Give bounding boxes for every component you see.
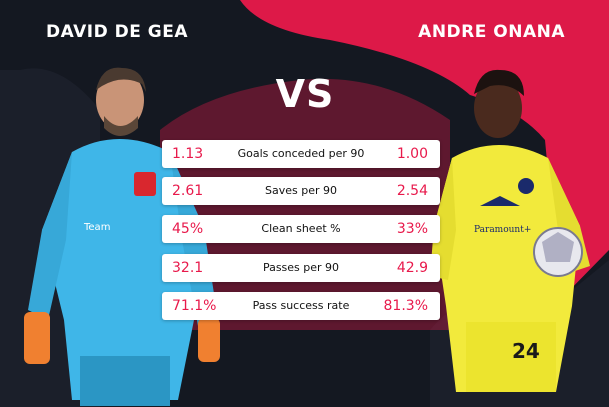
right-player-photo: Paramount+ 24 xyxy=(430,69,590,392)
right-value: 2.54 xyxy=(396,183,428,199)
left-value: 32.1 xyxy=(172,260,204,276)
stat-row-clean-sheet: 45% Clean sheet % 33% xyxy=(162,215,440,243)
stat-label: Passes per 90 xyxy=(262,261,340,274)
left-value: 2.61 xyxy=(172,183,204,199)
svg-text:24: 24 xyxy=(512,339,540,363)
stat-row-saves: 2.61 Saves per 90 2.54 xyxy=(162,177,440,205)
svg-text:Paramount+: Paramount+ xyxy=(474,225,531,235)
left-value: 1.13 xyxy=(172,146,204,162)
stat-row-pass-success: 71.1% Pass success rate 81.3% xyxy=(162,292,440,320)
right-value: 42.9 xyxy=(396,260,428,276)
right-player-name: ANDRE ONANA xyxy=(418,22,565,42)
stat-label: Saves per 90 xyxy=(265,184,337,197)
left-value: 45% xyxy=(172,221,204,237)
stat-label: Goals conceded per 90 xyxy=(237,147,365,160)
right-value: 33% xyxy=(396,221,428,237)
stat-row-goals-conceded: 1.13 Goals conceded per 90 1.00 xyxy=(162,140,440,168)
right-value: 81.3% xyxy=(383,298,428,314)
stat-row-passes: 32.1 Passes per 90 42.9 xyxy=(162,254,440,282)
svg-text:Team: Team xyxy=(83,222,110,233)
vs-label: VS xyxy=(275,72,335,116)
stat-label: Clean sheet % xyxy=(261,222,341,235)
left-value: 71.1% xyxy=(172,298,217,314)
left-player-name: DAVID DE GEA xyxy=(46,22,188,42)
stat-label: Pass success rate xyxy=(252,299,350,312)
right-value: 1.00 xyxy=(396,146,428,162)
